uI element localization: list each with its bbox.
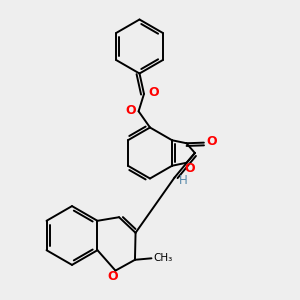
Text: H: H — [178, 174, 187, 187]
Text: O: O — [125, 104, 136, 117]
Text: O: O — [148, 86, 159, 100]
Text: O: O — [184, 162, 195, 175]
Text: CH₃: CH₃ — [153, 253, 172, 263]
Text: O: O — [108, 269, 118, 283]
Text: O: O — [206, 135, 217, 148]
